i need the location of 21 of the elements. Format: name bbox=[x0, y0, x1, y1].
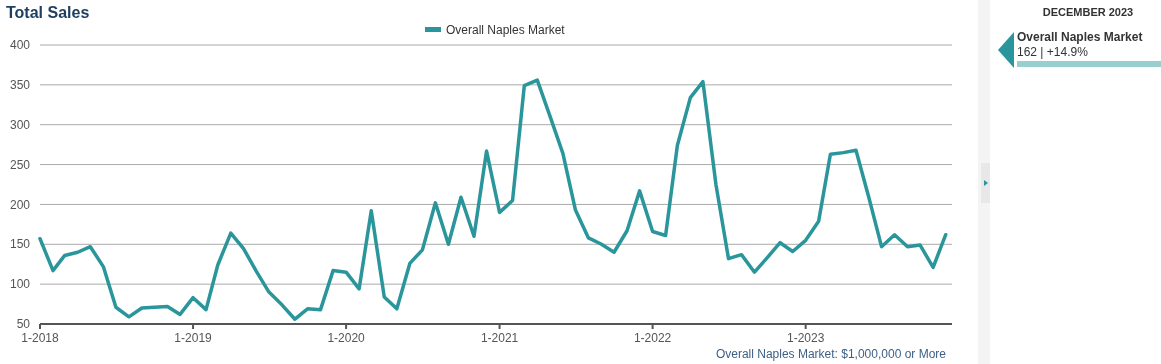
x-tick-label: 1-2019 bbox=[174, 331, 213, 345]
y-tick-label: 50 bbox=[16, 317, 31, 332]
x-tick-label: 1-2023 bbox=[786, 331, 825, 345]
y-tick-label: 250 bbox=[9, 157, 31, 172]
text: Overall Naples Market bbox=[1017, 30, 1143, 44]
x-tick-label: 1-2021 bbox=[480, 331, 519, 345]
text: Overall Naples Market: $1,000,000 or More bbox=[715, 347, 947, 361]
y-tick-label: 350 bbox=[9, 78, 31, 93]
chart-title: Total Sales bbox=[6, 4, 90, 21]
x-tick-label: 1-2018 bbox=[21, 331, 59, 345]
x-tick-label: 1-2022 bbox=[633, 331, 672, 345]
line-series bbox=[38, 78, 948, 321]
text: 162 | +14.9% bbox=[1017, 45, 1089, 59]
y-tick-label: 400 bbox=[9, 38, 31, 53]
x-tick-label: 1-2020 bbox=[327, 331, 366, 345]
legend-label: Overall Naples Market bbox=[446, 23, 566, 37]
text: DECEMBER 2023 bbox=[1042, 6, 1134, 18]
y-tick-label: 300 bbox=[9, 117, 31, 132]
y-tick-label: 100 bbox=[9, 277, 31, 292]
y-tick-label: 200 bbox=[9, 197, 31, 212]
y-tick-label: 150 bbox=[9, 237, 31, 252]
